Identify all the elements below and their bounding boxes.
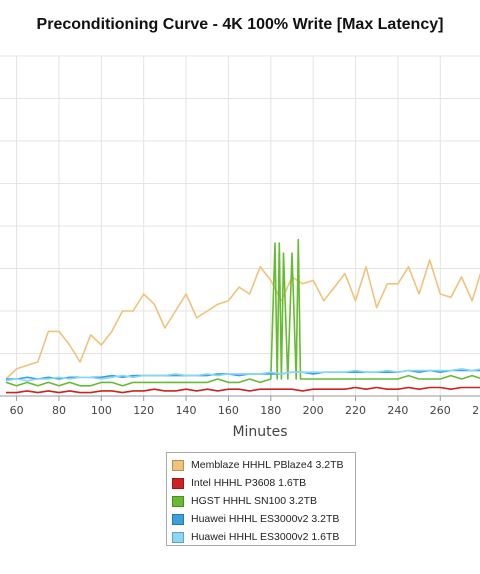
legend-swatch bbox=[172, 477, 184, 489]
series-line-3 bbox=[5, 238, 480, 387]
legend-item: Huawei HHHL ES3000v2 3.2TB bbox=[167, 510, 355, 528]
chart-title: Preconditioning Curve - 4K 100% Write [M… bbox=[36, 16, 444, 33]
chart-legend: Memblaze HHHL PBlaze4 3.2TB Intel HHHL P3… bbox=[166, 452, 356, 546]
legend-label: Intel HHHL P3608 1.6TB bbox=[191, 477, 307, 489]
x-tick-label: 200 bbox=[303, 404, 324, 417]
legend-item: HGST HHHL SN100 3.2TB bbox=[167, 492, 355, 510]
legend-label: Huawei HHHL ES3000v2 1.6TB bbox=[191, 531, 340, 543]
x-tick-label: 260 bbox=[430, 404, 451, 417]
series-line-1 bbox=[5, 259, 480, 380]
x-tick-label: 60 bbox=[10, 404, 24, 417]
legend-swatch bbox=[172, 513, 184, 525]
x-tick-label: 140 bbox=[176, 404, 197, 417]
series-line-5 bbox=[5, 367, 480, 382]
x-tick-label: 160 bbox=[218, 404, 239, 417]
legend-label: HGST HHHL SN100 3.2TB bbox=[191, 495, 318, 507]
legend-label: Huawei HHHL ES3000v2 3.2TB bbox=[191, 513, 340, 525]
legend-item: Memblaze HHHL PBlaze4 3.2TB bbox=[167, 456, 355, 474]
legend-swatch bbox=[172, 459, 184, 471]
x-tick-label: 280 bbox=[472, 404, 480, 417]
series-line-2 bbox=[6, 386, 480, 394]
legend-label: Memblaze HHHL PBlaze4 3.2TB bbox=[191, 459, 344, 471]
x-tick-label: 180 bbox=[260, 404, 281, 417]
x-tick-label: 120 bbox=[133, 404, 154, 417]
x-tick-label: 100 bbox=[91, 404, 112, 417]
legend-swatch bbox=[172, 531, 184, 543]
legend-item: Huawei HHHL ES3000v2 1.6TB bbox=[167, 528, 355, 546]
legend-item: Intel HHHL P3608 1.6TB bbox=[167, 474, 355, 492]
legend-swatch bbox=[172, 495, 184, 507]
x-tick-label: 80 bbox=[52, 404, 66, 417]
x-tick-label: 240 bbox=[387, 404, 408, 417]
x-axis-label: Minutes bbox=[232, 424, 288, 440]
x-tick-label: 220 bbox=[345, 404, 366, 417]
